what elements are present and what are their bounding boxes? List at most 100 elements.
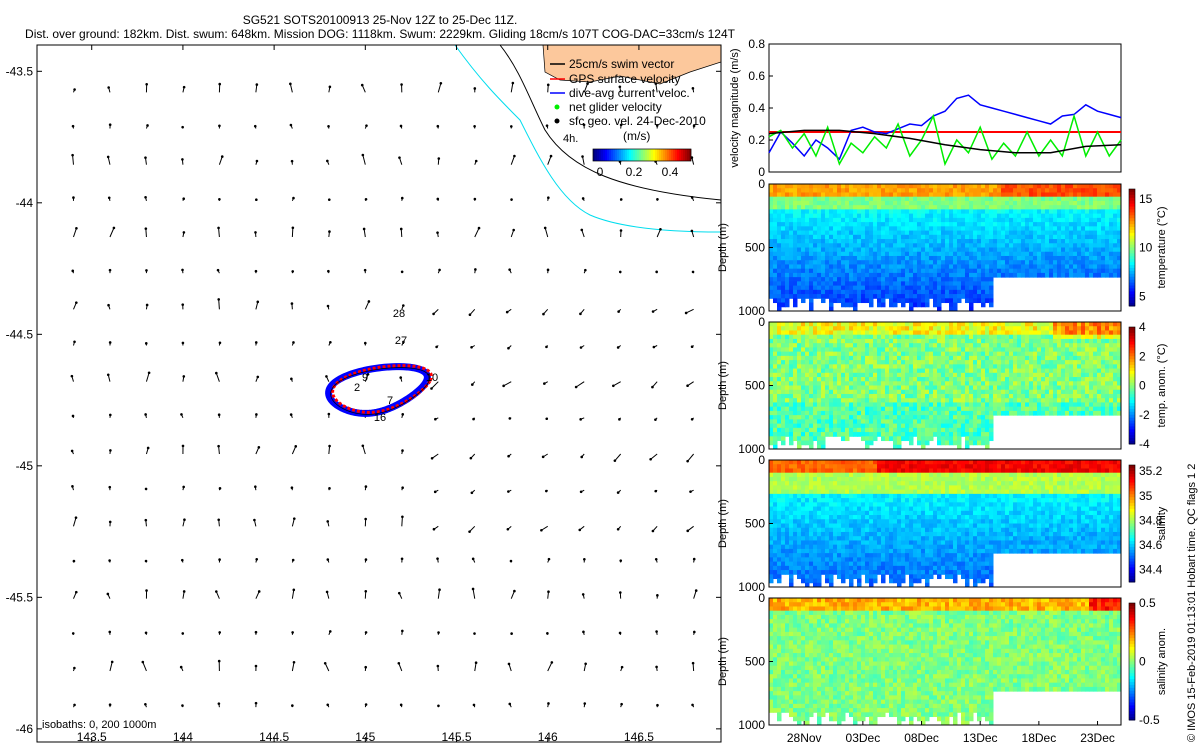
heatmap-cell (1001, 355, 1006, 361)
heatmap-cell (849, 343, 854, 348)
heatmap-cell (969, 368, 974, 374)
heatmap-cell (825, 381, 830, 386)
heatmap-cell (1057, 200, 1062, 206)
heatmap-cell (781, 355, 786, 361)
heatmap-cell (957, 298, 962, 304)
heatmap-cell (1117, 247, 1122, 253)
heatmap-cell (825, 330, 830, 336)
heatmap-cell (1021, 255, 1026, 261)
heatmap-cell (1089, 213, 1094, 219)
heatmap-cell (777, 272, 782, 278)
heatmap-cell (913, 381, 918, 386)
heatmap-cell (817, 294, 822, 299)
heatmap-cell (873, 393, 878, 399)
heatmap-cell (833, 360, 838, 365)
velocity-vector-head (361, 153, 365, 157)
heatmap-cell (1005, 264, 1010, 270)
heatmap-cell (873, 230, 878, 236)
heatmap-cell (925, 330, 930, 336)
heatmap-cell (881, 192, 886, 198)
velocity-vector-head (182, 485, 185, 489)
velocity-vector-head (218, 631, 221, 634)
heatmap-cell (773, 398, 778, 403)
heatmap-cell (889, 209, 894, 215)
heatmap-cell (973, 277, 978, 282)
heatmap-cell (821, 188, 826, 193)
heatmap-cell (853, 264, 858, 270)
heatmap-cell (981, 196, 986, 202)
heatmap-cell (821, 184, 826, 189)
heatmap-cell (973, 205, 978, 210)
heatmap-cell (1025, 377, 1030, 382)
heatmap-cell (845, 364, 850, 370)
heatmap-cell (993, 251, 998, 257)
velocity-vector-head (433, 490, 437, 494)
heatmap-cell (845, 389, 850, 395)
heatmap-cell (973, 281, 978, 287)
heatmap-cell (805, 398, 810, 403)
heatmap-cell (969, 200, 974, 206)
heatmap-cell (837, 377, 842, 382)
heatmap-cell (937, 239, 942, 244)
heatmap-cell (957, 368, 962, 374)
heatmap-cell (957, 272, 962, 278)
heatmap-cell (949, 230, 954, 236)
heatmap-cell (913, 410, 918, 416)
velocity-vector (437, 83, 442, 93)
heatmap-cell (961, 239, 966, 244)
heatmap-cell (885, 419, 890, 425)
heatmap-cell (861, 368, 866, 374)
heatmap-cell (997, 368, 1002, 374)
heatmap-cell (1041, 260, 1046, 265)
heatmap-cell (805, 334, 810, 340)
heatmap-cell (997, 343, 1002, 348)
velocity-vector-head (618, 270, 622, 274)
heatmap-cell (989, 355, 994, 361)
heatmap-cell (961, 222, 966, 227)
heatmap-cell (1017, 230, 1022, 236)
legend-colorbar-cell (637, 149, 640, 161)
heatmap-cell (981, 205, 986, 210)
heatmap-cell (993, 389, 998, 395)
colorbar-cell (1129, 297, 1135, 301)
legend-colorbar-cell (673, 149, 676, 161)
velocity-vector-head (106, 155, 110, 159)
heatmap-cell (769, 372, 774, 378)
heatmap-cell (777, 381, 782, 386)
heatmap-cell (921, 298, 926, 304)
heatmap-cell (913, 385, 918, 391)
heatmap-cell (801, 322, 806, 327)
heatmap-cell (801, 385, 806, 391)
heatmap-cell (1117, 251, 1122, 257)
heatmap-cell (769, 188, 774, 193)
heatmap-cell (1037, 272, 1042, 278)
heatmap-cell (1021, 264, 1026, 270)
heatmap-cell (813, 415, 818, 420)
heatmap-cell (1005, 360, 1010, 365)
heatmap-cell (869, 440, 874, 446)
heatmap-cell (869, 192, 874, 198)
heatmap-cell (977, 368, 982, 374)
heatmap-cell (805, 226, 810, 232)
heatmap-cell (1033, 322, 1038, 327)
heatmap-cell (997, 326, 1002, 331)
heatmap-cell (917, 294, 922, 299)
heatmap-cell (1033, 239, 1038, 244)
heatmap-cell (901, 415, 906, 420)
heatmap-cell (945, 264, 950, 270)
velocity-vector-head (294, 445, 298, 448)
heatmap-cell (1009, 209, 1014, 215)
heatmap-cell (897, 209, 902, 215)
heatmap-cell (773, 184, 778, 189)
heatmap-cell (917, 377, 922, 382)
heatmap-cell (921, 277, 926, 282)
heatmap-cell (917, 184, 922, 189)
heatmap-cell (925, 184, 930, 189)
heatmap-cell (901, 419, 906, 425)
heatmap-cell (949, 364, 954, 370)
heatmap-cell (861, 268, 866, 274)
heatmap-cell (873, 322, 878, 327)
heatmap-cell (1041, 205, 1046, 210)
heatmap-cell (833, 268, 838, 274)
heatmap-cell (809, 351, 814, 357)
